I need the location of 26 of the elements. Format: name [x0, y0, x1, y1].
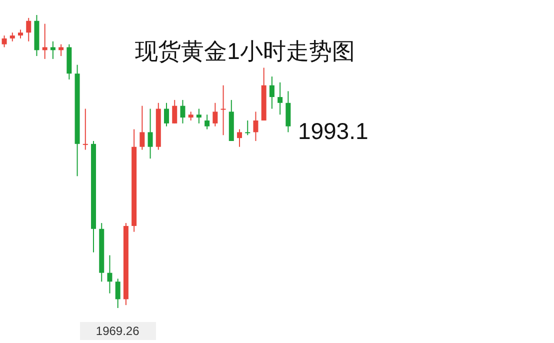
candlestick — [237, 128, 242, 148]
candlestick — [50, 40, 56, 60]
candlestick — [278, 82, 283, 116]
candlestick — [2, 35, 7, 48]
text: 现货黄金1小时走势图 — [134, 37, 356, 66]
candlestick — [42, 23, 48, 60]
candlestick — [204, 114, 210, 130]
candlestick — [107, 254, 112, 294]
text: 1993.1 — [298, 118, 368, 146]
candlestick — [82, 108, 88, 150]
candlestick — [140, 105, 145, 150]
text: 1969.26 — [80, 322, 156, 340]
candlestick — [26, 17, 32, 42]
candlestick — [180, 99, 186, 124]
candlestick — [196, 108, 202, 124]
candlestick — [58, 44, 64, 57]
candlestick — [220, 84, 226, 136]
candlestick — [164, 102, 170, 127]
candlestick — [286, 90, 291, 133]
candlestick — [245, 120, 250, 136]
candlestick — [269, 76, 274, 110]
candlestick — [115, 278, 120, 308]
candlestick — [172, 99, 178, 124]
candlestick — [253, 111, 258, 142]
candlestick — [212, 102, 218, 127]
candlestick — [148, 108, 153, 160]
